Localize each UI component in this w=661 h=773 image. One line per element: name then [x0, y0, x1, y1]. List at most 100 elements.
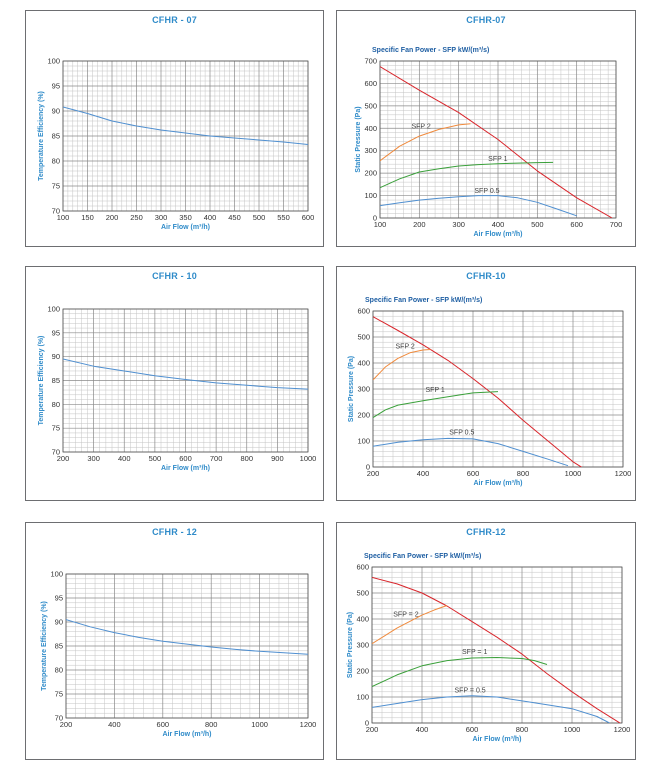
x-axis-label: Air Flow (m³/h) [163, 731, 212, 738]
chart-title: CFHR-07 [466, 15, 506, 25]
x-tick-label: 250 [130, 213, 143, 222]
y-tick-label: 75 [52, 182, 60, 191]
series-label: SFP 1 [488, 156, 507, 163]
y-tick-label: 75 [52, 424, 60, 433]
panel-cfhr10-sfp: CFHR-10 200 400 600 800 1000 1200 0 100 200 300 40… [336, 266, 636, 501]
x-tick-label: 300 [87, 454, 100, 463]
series-label: SFP 2 [396, 344, 415, 351]
series-line-0 [63, 358, 308, 390]
x-tick-label: 1200 [615, 469, 632, 478]
panel-cfhr07-efficiency: CFHR - 07 100 150 200 250 300 350 400 450 500 550… [25, 10, 324, 247]
series-line-0 [373, 316, 583, 467]
chart-title: CFHR - 07 [152, 15, 197, 25]
y-tick-label: 90 [55, 618, 63, 627]
series-line-0 [372, 576, 621, 723]
series-line-0 [66, 619, 308, 655]
chart-cfhr07-sfp: 100 200 300 400 500 600 7000100200300400500600… [355, 47, 623, 238]
chart-title: CFHR - 12 [152, 527, 197, 537]
y-tick-label: 85 [52, 132, 60, 141]
x-tick-label: 1000 [251, 720, 268, 729]
x-tick-label: 600 [179, 454, 192, 463]
x-axis-label: Air Flow (m³/h) [161, 224, 210, 231]
x-tick-label: 200 [60, 720, 73, 729]
series-line-2 [373, 391, 499, 419]
y-tick-label: 90 [52, 107, 60, 116]
series-line-0 [380, 66, 613, 218]
x-tick-label: 600 [466, 725, 479, 734]
y-tick-label: 400 [356, 615, 369, 624]
y-tick-label: 300 [356, 641, 369, 650]
x-axis-label: Air Flow (m³/h) [474, 231, 523, 238]
y-tick-label: 100 [356, 693, 369, 702]
y-tick-label: 85 [52, 376, 60, 385]
x-tick-label: 500 [531, 220, 544, 229]
x-tick-label: 400 [492, 220, 505, 229]
x-axis-label: Air Flow (m³/h) [474, 480, 523, 487]
x-tick-label: 200 [366, 725, 379, 734]
series-line-3 [373, 437, 569, 467]
y-tick-label: 100 [47, 305, 60, 314]
y-tick-label: 700 [364, 57, 377, 66]
x-tick-label: 1000 [564, 725, 581, 734]
x-tick-label: 1000 [565, 469, 582, 478]
panel-cfhr12-sfp: CFHR-12 200 400 600 800 1000 1200 0 100 200 300 40… [336, 522, 636, 760]
y-tick-label: 100 [47, 57, 60, 66]
y-tick-label: 85 [55, 642, 63, 651]
x-axis-label: Air Flow (m³/h) [473, 736, 522, 743]
x-tick-label: 100 [57, 213, 70, 222]
y-tick-label: 200 [357, 411, 370, 420]
y-tick-label: 80 [52, 157, 60, 166]
y-tick-label: 0 [366, 463, 370, 472]
series-line-3 [372, 695, 610, 723]
y-tick-label: 75 [55, 690, 63, 699]
x-tick-label: 300 [155, 213, 168, 222]
x-tick-label: 450 [228, 213, 241, 222]
series-label: SFP 2 [411, 123, 430, 130]
y-tick-label: 600 [356, 563, 369, 572]
y-tick-label: 500 [356, 589, 369, 598]
x-tick-label: 800 [517, 469, 530, 478]
grid [62, 308, 309, 453]
x-tick-label: 200 [367, 469, 380, 478]
x-axis-label: Air Flow (m³/h) [161, 465, 210, 472]
plot-frame [65, 573, 309, 719]
grid [371, 566, 623, 724]
y-axis-label: Static Pressure (Pa) [347, 612, 354, 678]
series-label: SFP 0.5 [449, 430, 474, 437]
x-tick-label: 1200 [614, 725, 631, 734]
y-axis-label: Static Pressure (Pa) [355, 106, 362, 172]
y-tick-label: 95 [52, 82, 60, 91]
series-label: SFP 1 [426, 387, 445, 394]
y-tick-label: 200 [356, 667, 369, 676]
series-line-1 [380, 123, 471, 162]
panel-cfhr10-efficiency: CFHR - 10 200 300 400 500 600 700 800 900 1000 70… [25, 266, 324, 501]
plot-frame [379, 60, 617, 219]
plot-frame [62, 308, 309, 453]
series-line-3 [380, 195, 577, 217]
panel-cfhr07-sfp: CFHR-07 100 200 300 400 500 600 700 0 100 200 300 4… [336, 10, 636, 247]
grid [62, 60, 309, 212]
x-tick-label: 700 [210, 454, 223, 463]
y-tick-label: 400 [357, 359, 370, 368]
x-tick-label: 300 [452, 220, 465, 229]
series-label: SFP 0.5 [474, 188, 499, 195]
x-tick-label: 900 [271, 454, 284, 463]
y-axis-label: Static Pressure (Pa) [348, 356, 355, 422]
series-line-2 [372, 657, 548, 688]
series-line-2 [380, 161, 554, 189]
plot-frame [62, 60, 309, 212]
x-tick-label: 500 [253, 213, 266, 222]
y-tick-label: 80 [55, 666, 63, 675]
y-tick-label: 500 [357, 333, 370, 342]
x-tick-label: 1200 [300, 720, 317, 729]
series-line-1 [373, 349, 431, 381]
chart-subtitle: Specific Fan Power - SFP kW/(m³/s) [365, 297, 482, 304]
y-tick-label: 300 [357, 385, 370, 394]
chart-title: CFHR - 10 [152, 271, 197, 281]
x-tick-label: 100 [374, 220, 387, 229]
x-tick-label: 550 [277, 213, 290, 222]
y-tick-label: 70 [52, 448, 60, 457]
y-axis-label: Temperature Efficiency (%) [41, 601, 48, 691]
x-tick-label: 600 [467, 469, 480, 478]
x-tick-label: 700 [610, 220, 623, 229]
